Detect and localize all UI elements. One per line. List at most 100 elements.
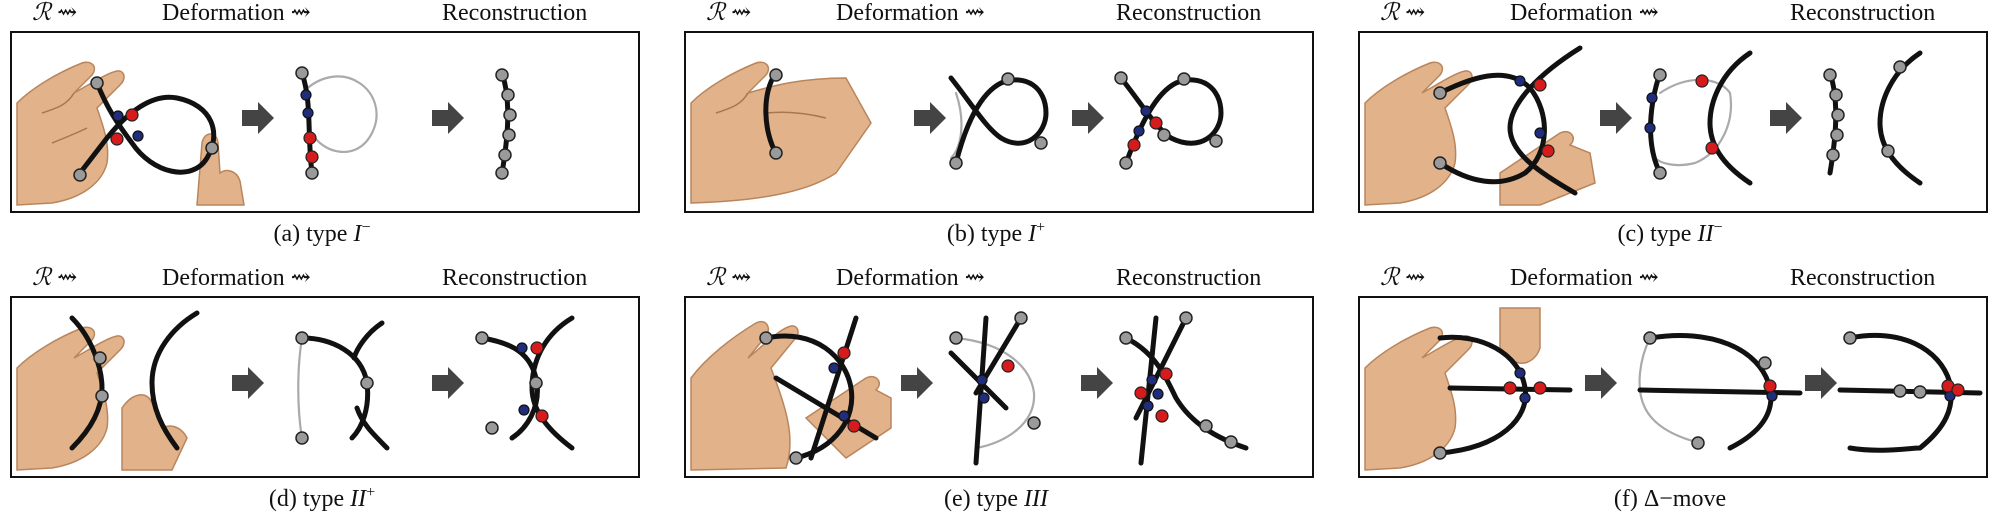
point-blue: [518, 404, 530, 416]
point-gray: [295, 331, 309, 345]
point-gray: [1177, 72, 1191, 86]
point-blue: [978, 392, 990, 404]
point-gray: [93, 351, 107, 365]
point-gray: [789, 451, 803, 465]
point-blue: [1140, 105, 1152, 117]
caption-b: (b) type I+: [676, 220, 1316, 248]
diagram-box-a: [10, 31, 640, 213]
point-blue: [300, 89, 312, 101]
point-gray: [95, 389, 109, 403]
arrow-icon: [1072, 102, 1104, 134]
caption-sup: +: [366, 484, 376, 501]
point-red: [305, 150, 319, 164]
diagram-c: [1364, 45, 1923, 206]
knot-curve-reconstructed-1: [1847, 332, 1954, 453]
point-gray: [949, 331, 963, 345]
caption-math: I: [353, 221, 362, 247]
header-reconstruction-label: Reconstruction: [442, 0, 588, 26]
hand-left: [690, 61, 872, 204]
diagram-box-e: [684, 296, 1314, 478]
panel-e: ℛ ⇝ Deformation ⇝ Reconstruction: [676, 265, 1316, 518]
point-gray: [295, 431, 309, 445]
point-gray: [360, 376, 374, 390]
knot-curve-initial-3: [808, 315, 859, 461]
point-red: [110, 132, 124, 146]
point-blue: [976, 374, 988, 386]
point-blue: [1644, 122, 1656, 134]
point-blue: [1514, 75, 1526, 87]
hand-right: [1499, 131, 1596, 206]
point-gray: [498, 148, 512, 162]
arrow-icon: [1770, 102, 1802, 134]
point-blue: [112, 110, 124, 122]
point-gray: [485, 421, 499, 435]
caption-prefix: (f) Δ−move: [1613, 486, 1727, 512]
knot-curve-reconstructed-3: [1133, 315, 1189, 421]
point-blue: [132, 130, 144, 142]
point-red: [1149, 116, 1163, 130]
arrow-icon: [232, 367, 264, 399]
panel-c: ℛ ⇝ Deformation ⇝ Reconstruction: [1350, 0, 1990, 253]
knot-curve-reconstructed-1: [1827, 70, 1839, 176]
arrow-icon: [1585, 367, 1617, 399]
point-gray: [1826, 148, 1840, 162]
knot-curve-initial-1: [69, 315, 105, 451]
point-blue: [828, 362, 840, 374]
point-blue: [1152, 388, 1164, 400]
point-gray: [90, 76, 104, 90]
arrow-icon: [1081, 367, 1113, 399]
header-reconstruction-label: Reconstruction: [1790, 0, 1936, 26]
header-reconstruction-label: Reconstruction: [1790, 265, 1936, 291]
point-blue: [1766, 390, 1778, 402]
point-blue: [1514, 367, 1526, 379]
ghost-curve: [949, 91, 963, 160]
panel-f: ℛ ⇝ Deformation ⇝ Reconstruction: [1350, 265, 1990, 518]
caption-math: III: [1023, 486, 1048, 512]
point-gray: [949, 156, 963, 170]
point-red: [535, 409, 549, 423]
caption-prefix: (b) type: [946, 221, 1029, 247]
point-red: [1155, 409, 1169, 423]
header-r-label: ℛ ⇝: [32, 265, 78, 291]
point-blue: [302, 107, 314, 119]
point-gray: [1001, 72, 1015, 86]
knot-curve-deformed-2: [973, 315, 989, 466]
panel-b: ℛ ⇝ Deformation ⇝ Reconstruction: [676, 0, 1316, 253]
point-red: [1159, 367, 1173, 381]
header-reconstruction-label: Reconstruction: [442, 265, 588, 291]
panel-d: ℛ ⇝ Deformation ⇝ Reconstruction: [2, 265, 642, 518]
arrow-icon: [432, 102, 464, 134]
header-r-label: ℛ ⇝: [706, 265, 752, 291]
diagram-a: [16, 61, 517, 206]
caption-math: II: [350, 486, 367, 512]
header-r-label: ℛ ⇝: [1380, 0, 1426, 26]
point-red: [1533, 78, 1547, 92]
arrow-icon: [1805, 367, 1837, 399]
panel-a: ℛ ⇝ Deformation ⇝ Reconstruction: [2, 0, 642, 253]
arrow-icon: [901, 367, 933, 399]
diagram-b: [690, 61, 1224, 204]
caption-sup: −: [361, 219, 371, 236]
knot-curve-initial-2: [1507, 45, 1583, 196]
caption-prefix: (c) type: [1617, 221, 1698, 247]
caption-math: I: [1028, 221, 1037, 247]
point-gray: [501, 88, 515, 102]
point-gray: [1114, 71, 1128, 85]
point-gray: [1830, 128, 1844, 142]
point-red: [1951, 383, 1965, 397]
header-deformation-label: Deformation ⇝: [162, 0, 311, 26]
header-r-label: ℛ ⇝: [32, 0, 78, 26]
point-gray: [1653, 166, 1667, 180]
ghost-curve: [1638, 336, 1702, 445]
point-red: [1503, 381, 1517, 395]
caption-prefix: (a) type: [273, 221, 354, 247]
point-gray: [1433, 86, 1447, 100]
point-gray: [769, 68, 783, 82]
hand-left: [16, 61, 125, 206]
point-blue: [838, 410, 850, 422]
hand-right: [196, 133, 245, 206]
point-gray: [73, 168, 87, 182]
point-gray: [1823, 68, 1837, 82]
point-blue: [1519, 392, 1531, 404]
caption-sup: +: [1036, 219, 1046, 236]
